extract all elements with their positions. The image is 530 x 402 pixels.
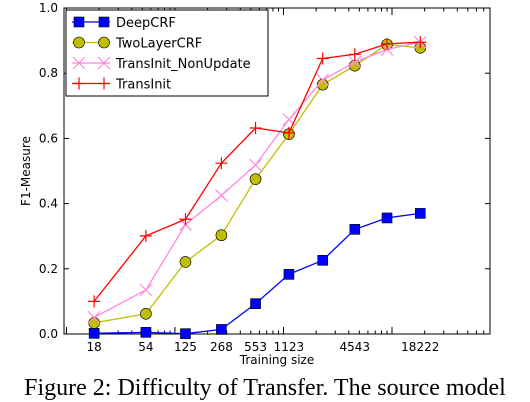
series-line-deepcrf <box>94 212 421 335</box>
point-transinit <box>88 295 101 308</box>
point-deepcrf <box>414 208 426 219</box>
point-transinit <box>381 37 394 50</box>
point-deepcrf <box>88 328 100 339</box>
point-twolayercrf <box>88 317 100 329</box>
plot-frame <box>63 7 491 335</box>
legend-label-twolayercrf: TwoLayerCRF <box>115 37 202 52</box>
legend-marker-deepcrf <box>73 16 85 28</box>
legend-marker-transinit-nonupdate <box>97 56 111 70</box>
y-tick-label: 0.6 <box>39 131 58 145</box>
point-deepcrf <box>381 212 393 224</box>
y-tick-label: 0.8 <box>39 66 58 80</box>
point-twolayercrf <box>215 229 228 242</box>
legend-marker-deepcrf <box>98 16 110 28</box>
point-deepcrf <box>180 328 191 339</box>
point-deepcrf <box>250 298 261 309</box>
point-transinit <box>179 213 192 226</box>
figure-caption: Figure 2: Difficulty of Transfer. The so… <box>24 375 506 401</box>
legend-label-deepcrf: DeepCRF <box>116 16 176 31</box>
point-transinit <box>348 48 361 61</box>
y-tick-label: 1.0 <box>39 1 58 15</box>
x-tick-label: 54 <box>138 340 153 354</box>
legend-label-transinit: TransInit <box>115 78 171 93</box>
x-tick-label: 1123 <box>274 340 305 354</box>
x-tick-label: 18222 <box>401 340 439 354</box>
point-transinit <box>282 126 295 139</box>
point-twolayercrf <box>316 78 329 91</box>
line-chart: 0.0 0.2 0.4 0.6 0.8 1.0 18 54 125 268 553 1123 4543 1… <box>19 1 491 367</box>
point-deepcrf <box>317 255 329 266</box>
legend-label-transinit-nonupdate: TransInit_NonUpdate <box>115 57 251 72</box>
y-axis-label: F1-Measure <box>19 136 33 206</box>
point-twolayercrf <box>179 256 192 268</box>
series-line-transinit <box>93 41 421 302</box>
x-tick-label: 553 <box>244 340 267 354</box>
legend-marker-transinit <box>73 77 85 90</box>
x-axis-label: Training size <box>239 353 314 367</box>
point-transinit-nonupdate <box>348 55 362 69</box>
x-tick-label: 18 <box>86 340 101 354</box>
x-tick-label: 268 <box>210 340 233 354</box>
x-tick-label: 125 <box>174 340 197 354</box>
point-transinit-nonupdate <box>249 158 262 172</box>
point-transinit-nonupdate <box>316 73 330 87</box>
point-twolayercrf <box>140 307 152 320</box>
x-tick-label: 4543 <box>340 340 371 354</box>
legend-marker-transinit <box>98 77 110 90</box>
legend-marker-twolayercrf <box>73 36 85 49</box>
point-twolayercrf <box>249 173 262 185</box>
legend-marker-transinit-nonupdate <box>72 56 86 70</box>
point-transinit <box>249 121 262 134</box>
point-transinit-nonupdate <box>87 310 101 324</box>
point-deepcrf <box>349 224 361 235</box>
point-transinit-nonupdate <box>214 189 228 202</box>
legend-marker-twolayercrf <box>98 36 110 49</box>
point-transinit-nonupdate <box>139 283 153 297</box>
point-deepcrf <box>140 327 152 338</box>
point-transinit <box>139 229 152 242</box>
point-transinit <box>316 52 329 65</box>
series-line-transinit-nonupdate <box>93 41 421 318</box>
point-transinit <box>215 157 228 170</box>
point-deepcrf <box>216 324 227 335</box>
point-transinit <box>414 36 427 49</box>
y-tick-label: 0.2 <box>39 262 58 276</box>
y-tick-label: 0.0 <box>39 327 58 341</box>
point-deepcrf <box>283 269 295 280</box>
y-tick-label: 0.4 <box>39 197 58 211</box>
